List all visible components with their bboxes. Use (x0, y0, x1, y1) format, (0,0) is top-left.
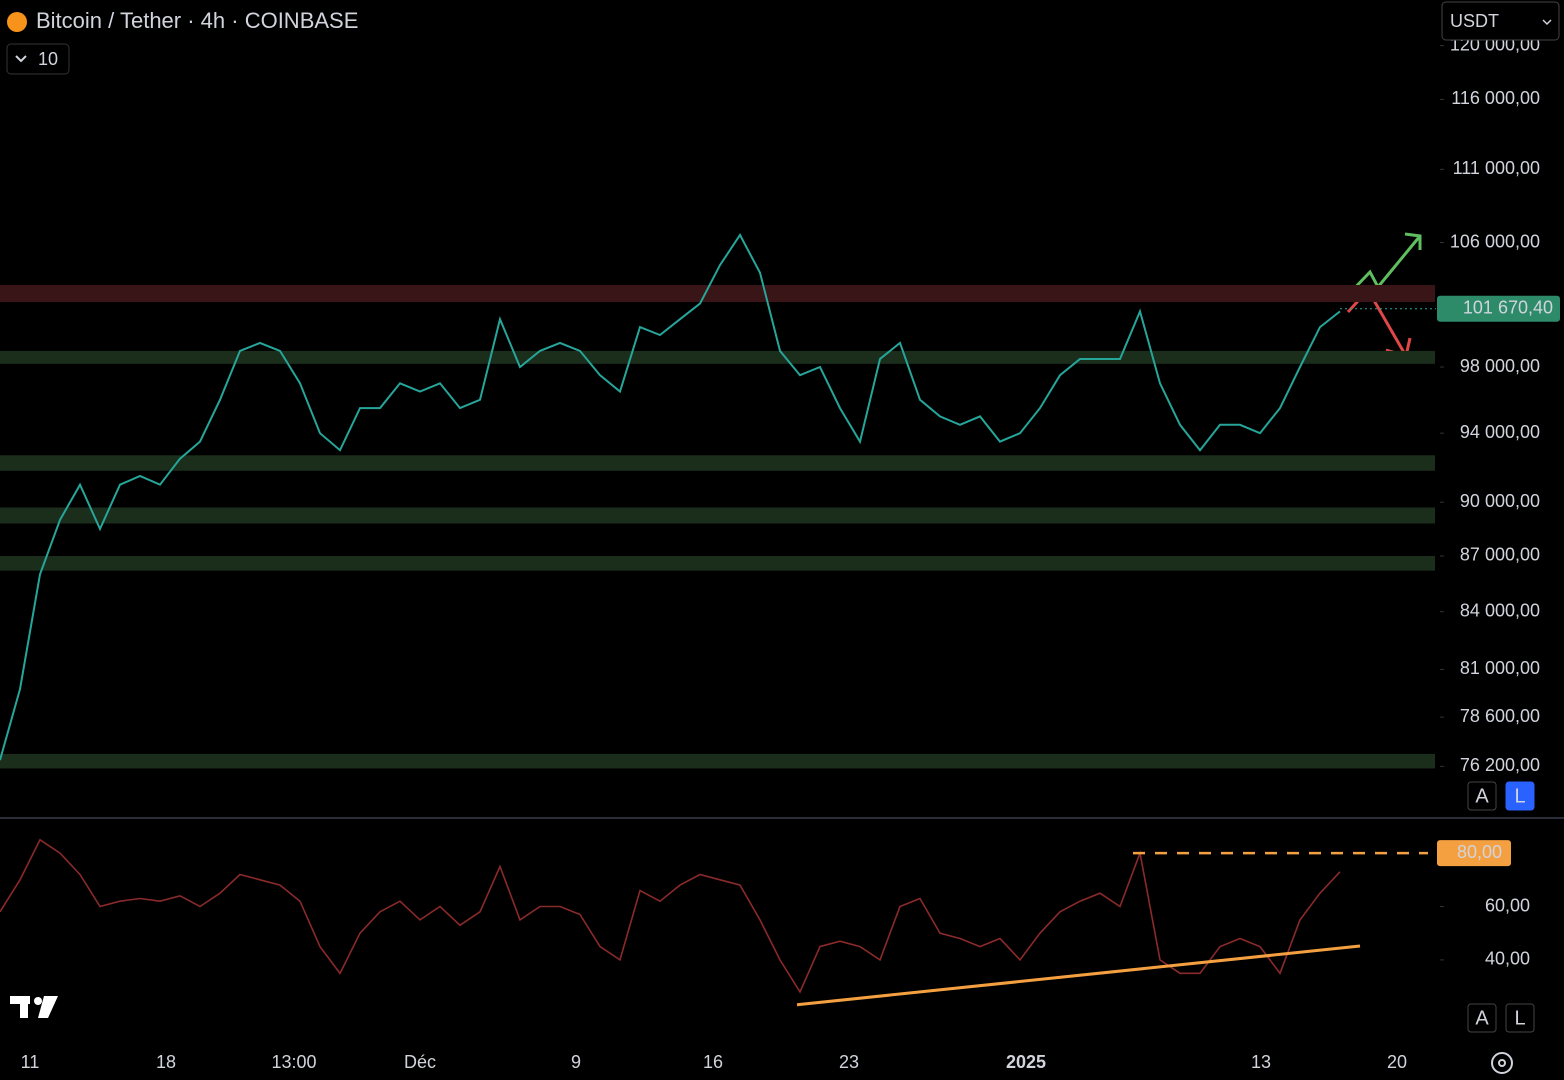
y-tick-label: 60,00 (1485, 895, 1530, 915)
scale-button-label: A (1475, 785, 1489, 807)
y-tick-label: 76 200,00 (1460, 755, 1540, 775)
scale-button-label: L (1514, 1007, 1525, 1029)
scale-button[interactable] (1505, 781, 1535, 811)
scale-button-label: A (1475, 1007, 1489, 1029)
y-tick-label: 98 000,00 (1460, 356, 1540, 376)
y-tick-label: 106 000,00 (1450, 231, 1540, 251)
x-tick-label: 18 (156, 1052, 176, 1072)
zone (0, 507, 1435, 524)
x-tick-label: 23 (839, 1052, 859, 1072)
scale-button[interactable] (1467, 781, 1497, 811)
y-tick-label: 87 000,00 (1460, 545, 1540, 565)
y-tick-label: 111 000,00 (1453, 158, 1540, 178)
x-tick-label: 20 (1387, 1052, 1407, 1072)
currency-select[interactable] (1441, 1, 1560, 41)
y-tick-label: 78 600,00 (1460, 706, 1540, 726)
chevron (1542, 19, 1552, 26)
scale-button[interactable] (1467, 1003, 1497, 1033)
zone (0, 284, 1435, 302)
last-price-tag (1437, 295, 1560, 322)
chevron (15, 55, 27, 63)
settings-icon[interactable] (1491, 1052, 1513, 1074)
rsi-line (0, 838, 1341, 994)
scale-button-label: L (1514, 785, 1525, 807)
indicator-count: 10 (38, 49, 58, 69)
x-tick-label: 11 (21, 1052, 40, 1072)
x-tick-label: 2025 (1006, 1052, 1046, 1072)
x-tick-label: 16 (703, 1052, 723, 1072)
chart-title: Bitcoin / Tether · 4h · COINBASE (36, 8, 358, 33)
y-tick-label: 94 000,00 (1460, 422, 1540, 442)
y-tick-label: 90 000,00 (1460, 491, 1540, 511)
x-tick-label: 9 (571, 1052, 581, 1072)
rsi-level-tag (1437, 840, 1511, 867)
price-line (0, 233, 1341, 761)
rsi-level-label: 80,00 (1457, 842, 1502, 862)
zone (0, 455, 1435, 471)
zone (0, 350, 1435, 364)
rsi-trendline (796, 944, 1361, 1007)
x-tick-label: Déc (404, 1052, 436, 1072)
indicator-toggle[interactable] (6, 43, 70, 75)
y-tick-label: 116 000,00 (1451, 88, 1540, 108)
y-tick-label: 81 000,00 (1460, 658, 1540, 678)
coin-icon (7, 12, 27, 32)
x-tick-label: 13:00 (271, 1052, 316, 1072)
tradingview-logo (10, 996, 58, 1018)
y-tick-label: 84 000,00 (1460, 600, 1540, 620)
last-price-label: 101 670,40 (1463, 297, 1553, 317)
zone (0, 555, 1435, 571)
zone (0, 753, 1435, 769)
x-tick-label: 13 (1251, 1052, 1271, 1072)
y-tick-label: 40,00 (1485, 949, 1530, 969)
currency-label: USDT (1450, 11, 1499, 31)
scale-button[interactable] (1505, 1003, 1535, 1033)
